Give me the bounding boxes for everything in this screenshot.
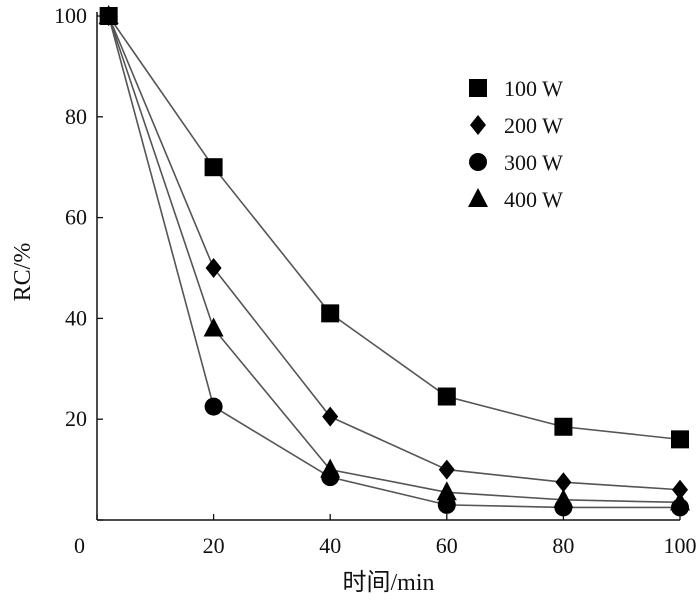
y-tick-label-20: 20 — [65, 406, 87, 431]
series-line-1 — [107, 15, 681, 491]
y-tick-label-40: 40 — [65, 305, 87, 330]
legend-marker-3 — [468, 188, 488, 207]
series-3-point-2 — [320, 458, 341, 478]
x-tick-label-80: 80 — [552, 533, 574, 558]
legend-label-3: 400 W — [504, 187, 563, 212]
series-0-point-2 — [321, 304, 340, 323]
x-axis-title: 时间/min — [342, 569, 434, 596]
legend-marker-1 — [470, 115, 486, 135]
series-2-point-3 — [437, 495, 456, 514]
legend-marker-0 — [469, 79, 487, 97]
y-axis-title: RC/% — [10, 243, 36, 302]
series-3-point-4 — [553, 488, 574, 508]
legend-label-1: 200 W — [504, 113, 563, 138]
series-1-point-1 — [205, 258, 222, 278]
x-tick-label-60: 60 — [436, 533, 458, 558]
legend: 100 W 200 W 300 W 400 W — [468, 76, 563, 212]
legend-marker-2 — [469, 153, 487, 171]
y-tick-label-80: 80 — [65, 104, 87, 129]
series-line-3 — [107, 15, 681, 504]
series-markers — [98, 5, 690, 517]
series-3-point-1 — [203, 317, 224, 337]
series-3-point-5 — [670, 491, 690, 511]
x-tick-label-100: 100 — [664, 533, 697, 558]
x-tick-label-40: 40 — [319, 533, 341, 558]
series-1-point-3 — [438, 459, 455, 480]
series-lines — [107, 15, 681, 509]
series-0-point-3 — [437, 387, 456, 406]
origin-tick-label: 0 — [74, 533, 85, 558]
y-tick-label-100: 100 — [54, 3, 87, 28]
series-2-point-1 — [204, 397, 223, 416]
x-tick-label-20: 20 — [203, 533, 225, 558]
legend-label-2: 300 W — [504, 150, 563, 175]
series-3-point-3 — [436, 481, 457, 501]
series-line-2 — [107, 15, 680, 509]
series-0-point-4 — [554, 417, 573, 436]
series-1-point-4 — [555, 472, 572, 493]
series-1-point-5 — [672, 479, 688, 500]
y-tick-label-60: 60 — [65, 205, 87, 230]
series-3-point-0 — [98, 5, 119, 24]
series-0-point-5 — [671, 430, 689, 449]
series-line-0 — [108, 15, 681, 441]
tick-labels: 20 40 60 80 100 20 40 60 80 100 0 — [54, 3, 697, 558]
legend-label-0: 100 W — [504, 76, 563, 101]
series-0-point-1 — [204, 158, 223, 177]
series-1-point-2 — [322, 406, 339, 427]
